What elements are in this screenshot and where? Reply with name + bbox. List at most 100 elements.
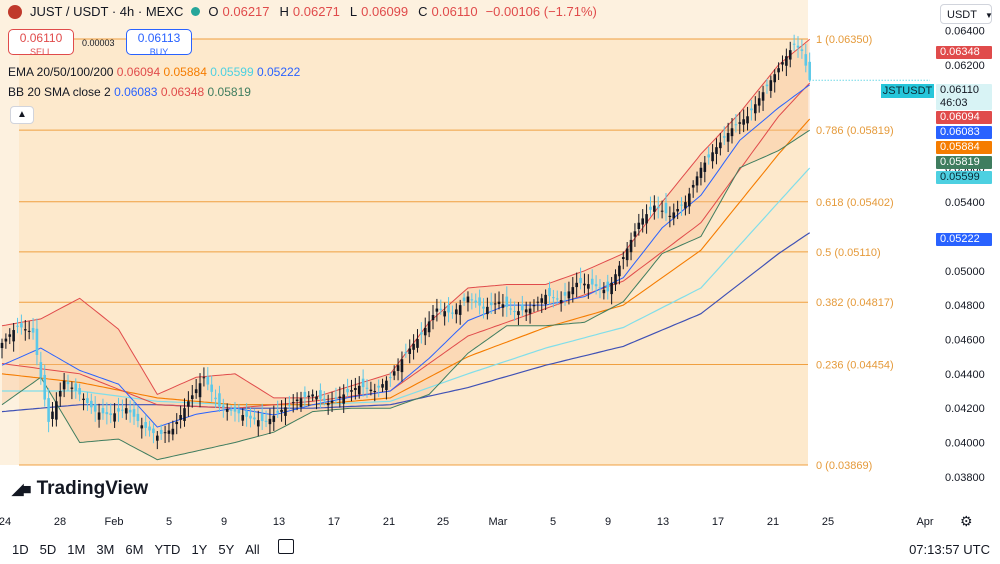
- candle-body: [427, 321, 431, 333]
- range-all[interactable]: All: [245, 542, 260, 557]
- time-axis[interactable]: 24 28 Feb 5 9 13 17 21 25 Mar 5 9 13 17 21 25 Apr: [0, 516, 934, 528]
- candle-body: [532, 305, 536, 307]
- range-selector: 1D 5D 1M 3M 6M YTD 1Y 5Y All: [12, 542, 260, 557]
- candle-body: [606, 281, 610, 292]
- candle-body: [70, 387, 74, 389]
- x-tick-label: Feb: [105, 516, 124, 528]
- candle-body: [389, 377, 392, 379]
- range-ytd[interactable]: YTD: [154, 542, 181, 557]
- range-5d[interactable]: 5D: [39, 542, 57, 557]
- candle-body: [163, 432, 167, 434]
- candle-body: [501, 304, 505, 308]
- candle-body: [365, 387, 369, 389]
- candle-body: [93, 404, 97, 412]
- range-3m[interactable]: 3M: [96, 542, 115, 557]
- range-1d[interactable]: 1D: [12, 542, 29, 557]
- candle-body: [299, 398, 303, 408]
- candle-body: [148, 426, 151, 431]
- collapse-legend-button[interactable]: ▲: [10, 106, 34, 124]
- candlestick-series: [0, 34, 811, 450]
- candle-body: [754, 104, 757, 114]
- symbol-header: JUST / USDT · 4h · MEXC O 0.06217 H 0.0627…: [8, 4, 597, 19]
- tradingview-logo[interactable]: ◢■ TradingView: [12, 478, 148, 500]
- candle-body: [785, 56, 788, 66]
- bb-legend[interactable]: BB 20 SMA close 2 0.06083 0.06348 0.0581…: [8, 85, 251, 99]
- symbol-title[interactable]: JUST / USDT · 4h · MEXC: [30, 4, 184, 19]
- candle-body: [229, 409, 233, 411]
- buy-button[interactable]: 0.06113 BUY: [126, 29, 192, 57]
- candle-body: [687, 193, 691, 207]
- x-tick-label: 13: [273, 516, 285, 528]
- candle-body: [218, 393, 221, 407]
- candle-body: [649, 206, 652, 210]
- candle-body: [272, 415, 276, 422]
- candle-body: [121, 409, 124, 411]
- bb-basis-value: 0.06083: [114, 85, 158, 99]
- candle-body: [315, 396, 318, 400]
- candle-body: [276, 410, 279, 413]
- candle-body: [338, 396, 342, 398]
- price-badge: 0.05599: [936, 171, 992, 184]
- range-6m[interactable]: 6M: [125, 542, 144, 557]
- currency-select[interactable]: USDT ▼: [940, 4, 993, 24]
- open-value: 0.06217: [222, 4, 270, 19]
- candle-body: [291, 402, 295, 404]
- candle-body: [35, 328, 39, 355]
- candle-body: [660, 210, 664, 212]
- y-tick-label: 0.03800: [945, 472, 985, 484]
- candle-body: [769, 80, 773, 91]
- candle-body: [493, 303, 497, 305]
- candle-body: [707, 154, 711, 158]
- x-tick-label: 13: [657, 516, 669, 528]
- x-tick-label: 5: [550, 516, 556, 528]
- range-1m[interactable]: 1M: [67, 542, 86, 557]
- sell-button[interactable]: 0.06110 SELL: [8, 29, 74, 57]
- candle-body: [672, 212, 676, 219]
- price-badge: 0.05819: [936, 156, 992, 169]
- brand-name: TradingView: [36, 478, 149, 499]
- y-tick-label: 0.04600: [945, 334, 985, 346]
- fib-label: 1 (0.06350): [816, 34, 872, 46]
- candle-body: [474, 300, 478, 303]
- candle-body: [198, 383, 202, 398]
- candle-body: [781, 62, 784, 65]
- candle-body: [295, 399, 299, 401]
- candle-body: [373, 390, 377, 392]
- candle-body: [51, 411, 54, 419]
- x-tick-label: 17: [328, 516, 340, 528]
- gear-icon[interactable]: ⚙: [960, 513, 973, 529]
- candle-body: [20, 323, 23, 328]
- candle-body: [90, 400, 93, 408]
- open-label: O: [208, 4, 219, 19]
- range-1y[interactable]: 1Y: [191, 542, 208, 557]
- candle-body: [66, 381, 70, 385]
- candle-body: [524, 309, 528, 313]
- price-badge: 0.05222: [936, 233, 992, 246]
- fib-label: 0 (0.03869): [816, 460, 872, 472]
- x-tick-label: 25: [822, 516, 834, 528]
- candle-body: [625, 248, 629, 261]
- ema-label: EMA 20/50/100/200: [8, 65, 114, 79]
- candle-body: [470, 299, 474, 301]
- x-tick-label: 28: [54, 516, 66, 528]
- price-badge: 0.06348: [936, 46, 992, 59]
- candle-body: [528, 308, 532, 314]
- y-tick-label: 0.06400: [945, 25, 985, 37]
- calendar-icon[interactable]: [278, 539, 294, 554]
- candle-body: [563, 292, 567, 296]
- candle-body: [171, 428, 175, 435]
- candle-body: [439, 308, 443, 310]
- utc-clock[interactable]: 07:13:57 UTC: [909, 542, 990, 557]
- chevron-up-icon: ▲: [17, 109, 27, 120]
- candle-body: [43, 374, 47, 400]
- range-5y[interactable]: 5Y: [218, 542, 235, 557]
- candle-body: [598, 287, 602, 289]
- candle-body: [462, 297, 466, 301]
- candle-body: [451, 312, 454, 314]
- change-value: −0.00106 (−1.71%): [485, 4, 597, 19]
- ema-legend[interactable]: EMA 20/50/100/200 0.06094 0.05884 0.0559…: [8, 65, 300, 79]
- ema200-value: 0.05222: [256, 65, 301, 79]
- candle-body: [730, 128, 734, 137]
- bb-lower-line: [1, 129, 810, 461]
